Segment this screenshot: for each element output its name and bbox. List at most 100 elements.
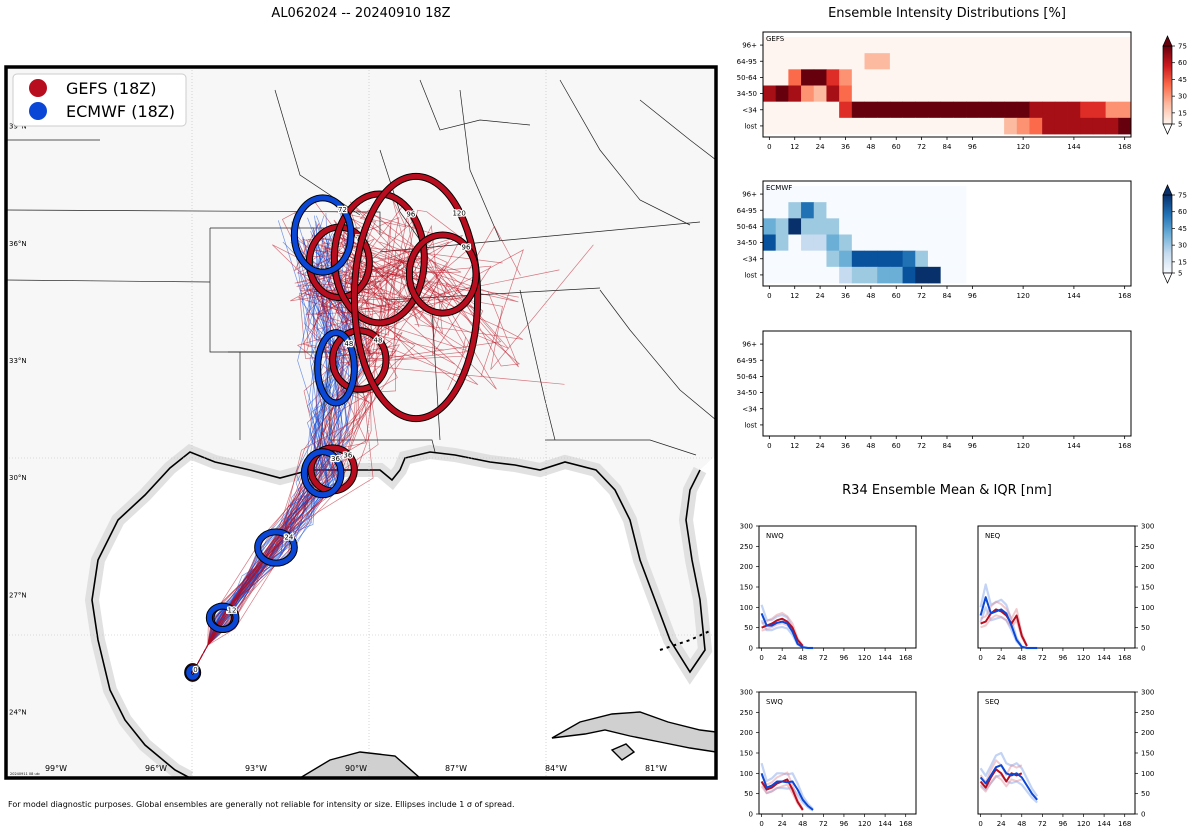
ecmwf-ellipse	[186, 665, 200, 680]
row-label: <34	[742, 255, 757, 263]
heat-cell	[927, 85, 942, 103]
colorbar-body	[1162, 45, 1173, 125]
r34-panel-label: NEQ	[985, 532, 1001, 540]
x-tick-label: 12	[790, 143, 799, 151]
heat-cell	[851, 250, 865, 268]
heat-cell	[915, 234, 929, 252]
heat-cell	[864, 266, 878, 284]
colorbar-tick-label: 30	[1178, 242, 1187, 250]
heat-cell	[851, 266, 865, 284]
heat-cell	[889, 186, 903, 203]
y-tick-label: 150	[1141, 584, 1154, 592]
heat-cell	[788, 250, 802, 268]
heat-cell	[978, 85, 992, 103]
colorbar-max-arrow	[1162, 35, 1173, 47]
heat-cell	[763, 117, 777, 135]
heat-cell	[813, 53, 827, 70]
row-label: <34	[742, 405, 757, 413]
gefs-ellipse	[331, 191, 427, 326]
heat-cell	[851, 85, 865, 103]
colorbar-min-arrow	[1162, 272, 1173, 284]
ecmwf-mean-line	[979, 596, 1038, 649]
x-tick-label: 120	[1016, 442, 1029, 450]
heat-cell	[851, 234, 865, 252]
heat-cell	[1067, 69, 1081, 86]
heat-cell	[940, 218, 954, 235]
row-label: 50-64	[737, 74, 758, 82]
gefs-member-track	[192, 247, 451, 673]
heat-cell	[1029, 117, 1043, 135]
heat-cell	[775, 69, 789, 86]
heat-cell	[877, 234, 891, 252]
row-label: 64-95	[737, 357, 757, 365]
heat-cell	[1105, 37, 1119, 54]
x-tick-label: 0	[767, 292, 771, 300]
heat-cell	[1042, 101, 1056, 119]
colorbar-tick-label: 75	[1178, 192, 1187, 200]
row-label: 50-64	[737, 373, 758, 381]
heat-cell	[978, 117, 992, 135]
heat-cell	[1016, 117, 1030, 135]
heat-cell	[1004, 101, 1018, 119]
heat-cell	[839, 117, 853, 135]
y-tick-label: 200	[740, 563, 753, 571]
gefs-ellipse	[351, 173, 481, 422]
gefs-ellipse-hour-label: 120	[452, 210, 465, 218]
heat-cell	[889, 69, 903, 86]
legend-ecmwf-marker	[29, 102, 47, 120]
heat-cell	[902, 53, 916, 70]
lat-tick-label: 33°N	[9, 357, 27, 365]
colorbar-tick-label: 60	[1178, 59, 1187, 67]
colorbar-tick-label: 15	[1178, 258, 1187, 266]
heat-cell	[1080, 69, 1094, 86]
x-tick-label: 96	[839, 654, 848, 662]
colorbar-tick-label: 15	[1178, 109, 1187, 117]
heat-cell	[1042, 85, 1056, 103]
heat-cell	[940, 101, 954, 119]
row-label: 64-95	[737, 58, 757, 66]
ecmwf-mean-line	[979, 764, 1038, 801]
colorbar-tick-label: 45	[1178, 76, 1187, 84]
y-tick-label: 300	[1141, 689, 1154, 697]
heat-cell	[864, 186, 878, 203]
colorbar-body	[1162, 194, 1173, 274]
lon-tick-label: 99°W	[45, 764, 67, 773]
heat-cell	[902, 234, 916, 252]
heat-cell	[801, 37, 815, 54]
heat-cell	[902, 85, 916, 103]
heat-cell	[1080, 37, 1094, 54]
x-tick-label: 36	[841, 292, 850, 300]
intensity-panel-gefs: 96+ 64-95 50-64 34-50 <34 lost 0 12 24 36 48 60 72 84…	[737, 31, 1132, 151]
heat-cell	[864, 69, 878, 86]
heat-cell	[1016, 85, 1030, 103]
heat-cell	[915, 85, 929, 103]
heat-cell	[877, 266, 891, 284]
x-tick-label: 72	[1038, 820, 1047, 828]
heat-cell	[889, 37, 903, 54]
heat-cell	[775, 250, 789, 268]
x-tick-label: 0	[767, 143, 771, 151]
intensity-panel-empty: 96+ 64-95 50-64 34-50 <34 lost 0 12 24 36 48 60 72 84…	[737, 330, 1132, 450]
heat-cell	[813, 186, 827, 203]
heat-cell	[1118, 69, 1132, 86]
colorbar-tick-label: 5	[1178, 270, 1182, 278]
heat-cell	[877, 53, 891, 70]
lon-tick-label: 90°W	[345, 764, 367, 773]
heat-cell	[1105, 117, 1119, 135]
map-grid	[6, 67, 716, 778]
x-tick-label: 96	[1058, 820, 1067, 828]
heat-cell	[1118, 53, 1132, 70]
x-tick-label: 120	[1016, 143, 1029, 151]
heat-cell	[839, 53, 853, 70]
heat-cell	[826, 69, 840, 86]
heat-cell	[826, 234, 840, 252]
heat-cell	[1054, 53, 1068, 70]
heat-cell	[1029, 53, 1043, 70]
heat-cell	[1029, 85, 1043, 103]
x-tick-label: 144	[1097, 820, 1111, 828]
x-tick-label: 168	[1118, 442, 1131, 450]
heat-cell	[915, 117, 929, 135]
colorbar-tick-label: 30	[1178, 93, 1187, 101]
heat-cell	[1067, 101, 1081, 119]
